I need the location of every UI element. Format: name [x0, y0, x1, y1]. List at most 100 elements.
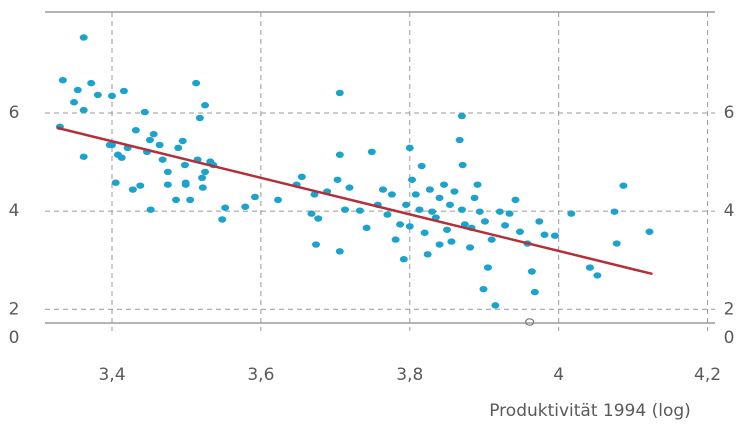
- point: [610, 208, 619, 215]
- point: [457, 206, 466, 213]
- point: [307, 210, 316, 217]
- point: [250, 193, 259, 201]
- point: [178, 137, 187, 145]
- point: [274, 196, 283, 204]
- point: [435, 194, 444, 202]
- point: [415, 206, 424, 213]
- y-tick-label-right: 0: [724, 328, 735, 348]
- point: [440, 181, 449, 188]
- point: [387, 191, 396, 198]
- point: [612, 240, 621, 247]
- point: [457, 112, 466, 120]
- point: [58, 76, 67, 84]
- point: [297, 173, 306, 181]
- point: [396, 221, 405, 228]
- point: [445, 201, 454, 208]
- point: [505, 210, 514, 217]
- point: [314, 215, 323, 222]
- point: [480, 218, 489, 225]
- point: [335, 248, 344, 255]
- x-tick-label: 3,8: [396, 365, 423, 385]
- point: [131, 127, 140, 134]
- y-tick-label: 0: [9, 328, 20, 348]
- point: [198, 174, 207, 182]
- point: [487, 236, 496, 243]
- point: [443, 226, 451, 233]
- point: [417, 162, 426, 170]
- point: [411, 191, 420, 198]
- point: [93, 91, 102, 99]
- x-tick-label: 4: [553, 365, 564, 385]
- point: [128, 186, 137, 193]
- point: [527, 268, 536, 275]
- point: [310, 191, 319, 198]
- point: [79, 34, 88, 41]
- point: [73, 86, 82, 94]
- point: [479, 285, 488, 293]
- point: [525, 318, 535, 326]
- point: [420, 229, 429, 236]
- point: [174, 144, 183, 152]
- point: [450, 188, 459, 195]
- point: [146, 206, 155, 213]
- point: [335, 89, 344, 97]
- point: [180, 161, 189, 169]
- point: [473, 181, 482, 188]
- point: [378, 186, 387, 193]
- point: [460, 221, 469, 228]
- point: [495, 208, 504, 215]
- point: [428, 208, 437, 215]
- x-axis-label: Produktivität 1994 (log): [489, 401, 691, 421]
- point: [201, 168, 210, 176]
- y-tick-label-right: 4: [724, 201, 735, 221]
- x-tick-label: 3,4: [98, 365, 125, 385]
- point: [455, 136, 464, 144]
- point: [367, 148, 376, 156]
- point: [491, 302, 500, 309]
- point: [475, 208, 484, 215]
- point: [593, 272, 602, 279]
- point: [333, 176, 342, 183]
- point: [423, 251, 432, 258]
- y-tick-label-right: 6: [724, 103, 735, 123]
- y-tick-label: 2: [9, 299, 20, 319]
- point: [645, 228, 654, 235]
- point: [585, 264, 594, 271]
- point: [241, 203, 250, 210]
- point: [383, 211, 392, 218]
- point: [70, 99, 79, 106]
- point: [221, 204, 230, 211]
- point: [172, 196, 181, 204]
- point: [345, 184, 354, 191]
- point: [201, 102, 210, 109]
- point: [145, 136, 154, 144]
- point: [435, 241, 444, 248]
- x-tick-label: 4,2: [694, 365, 721, 385]
- point: [619, 182, 628, 189]
- point: [117, 154, 126, 161]
- point: [311, 241, 320, 248]
- point: [425, 186, 434, 193]
- y-tick-label: 6: [9, 103, 20, 123]
- point: [108, 92, 116, 100]
- point: [391, 236, 400, 243]
- point: [355, 207, 364, 214]
- point: [181, 179, 190, 186]
- point: [470, 194, 479, 202]
- point: [567, 210, 576, 217]
- point: [111, 179, 120, 186]
- point: [119, 87, 128, 95]
- point: [195, 114, 204, 122]
- point: [218, 216, 227, 223]
- point: [458, 161, 467, 169]
- point: [408, 176, 417, 183]
- point: [186, 196, 195, 204]
- point: [362, 224, 371, 232]
- point: [341, 206, 350, 213]
- point: [163, 168, 172, 176]
- point: [540, 231, 549, 238]
- point: [163, 181, 172, 188]
- point: [483, 264, 492, 271]
